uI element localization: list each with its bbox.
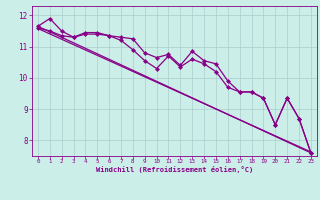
X-axis label: Windchill (Refroidissement éolien,°C): Windchill (Refroidissement éolien,°C) (96, 166, 253, 173)
